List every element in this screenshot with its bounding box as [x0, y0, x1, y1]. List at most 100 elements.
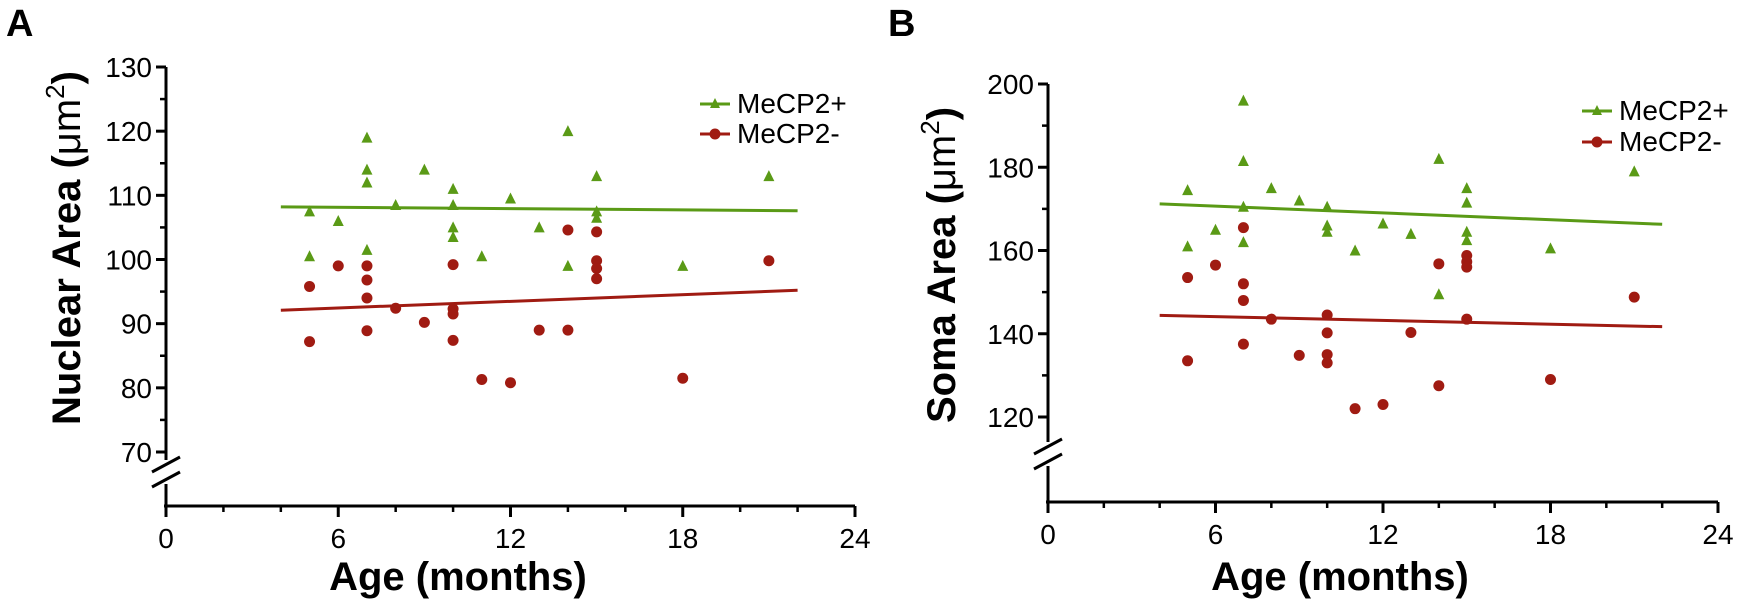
legend-triangle-marker [710, 98, 720, 108]
y-ticks: 70 80 90 100 110 120 130 [105, 52, 166, 468]
y-tick-label: 120 [105, 116, 152, 147]
data-point-triangle [332, 215, 344, 226]
fit-line [280, 205, 798, 213]
data-point-triangle [591, 205, 603, 217]
data-point-circle [1321, 349, 1333, 361]
data-point-triangle [763, 170, 775, 182]
legend-item-mecp2-plus: MeCP2+ [1582, 95, 1729, 126]
legend-circle-marker [1591, 136, 1603, 148]
legend-label: MeCP2- [737, 118, 840, 149]
data-point-circle [1182, 272, 1194, 284]
data-point-triangle [677, 259, 689, 271]
y-tick-label: 90 [121, 309, 152, 340]
data-point-circle [533, 324, 545, 336]
data-point-triangle [476, 250, 488, 262]
data-point-triangle [1237, 200, 1249, 212]
x-tick-label: 18 [1535, 519, 1566, 550]
data-point-circle [304, 336, 316, 348]
data-point-circle [361, 274, 373, 286]
data-point-triangle [418, 163, 430, 175]
data-point-circle [591, 226, 603, 238]
data-point-triangle [1210, 223, 1221, 235]
data-point-circle [1461, 313, 1473, 325]
data-point-triangle [1545, 242, 1556, 254]
data-point-triangle [1237, 236, 1249, 248]
data-point-circle [1377, 399, 1389, 411]
data-point-circle [591, 273, 603, 285]
panel-b: B Soma Area (μm2) Age (months) 120140160… [888, 3, 1734, 599]
data-point-triangle [1461, 182, 1473, 194]
data-point-circle [361, 292, 373, 304]
x-ticks: 0 6 12 18 24 [158, 506, 871, 554]
data-point-circle [1293, 349, 1305, 361]
y-tick-label: 120 [987, 402, 1034, 433]
data-point-triangle [1182, 240, 1194, 252]
y-tick-label: 70 [121, 437, 152, 468]
data-point-triangle [447, 198, 459, 210]
legend: MeCP2+ MeCP2- [1582, 95, 1729, 157]
data-point-circle [476, 373, 488, 385]
data-point-circle [304, 280, 316, 292]
data-point-triangle [304, 250, 316, 262]
legend-label: MeCP2- [1619, 126, 1722, 157]
x-ticks: 0 6 12 18 24 [1040, 502, 1734, 550]
data-point-triangle [1405, 227, 1417, 239]
data-point-circle [1321, 309, 1333, 321]
data-point-circle [1405, 327, 1417, 339]
data-point-circle [447, 334, 459, 346]
data-point-circle [1321, 327, 1333, 339]
axis-break-mark-1 [151, 455, 181, 474]
legend-circle-marker [709, 128, 721, 140]
data-point-circle [1237, 294, 1249, 306]
panel-label: B [888, 3, 915, 45]
data-point-circle [332, 260, 344, 272]
data-point-triangle [1433, 152, 1445, 164]
legend-item-mecp2-minus: MeCP2- [700, 118, 840, 149]
data-point-triangle [533, 221, 545, 233]
data-point-triangle [1321, 225, 1333, 237]
data-points [1182, 94, 1640, 415]
x-tick-label: 6 [330, 523, 346, 554]
data-point-triangle [1237, 94, 1249, 106]
data-point-circle [763, 255, 775, 267]
data-point-circle [447, 308, 459, 320]
y-tick-label: 200 [987, 69, 1034, 100]
data-point-triangle [447, 231, 459, 243]
data-point-triangle [1461, 196, 1473, 208]
data-points [304, 125, 775, 389]
data-point-triangle [447, 221, 459, 233]
y-axis-label: Nuclear Area (μm2) [40, 71, 89, 425]
data-point-circle [562, 324, 574, 336]
x-tick-label: 0 [1040, 519, 1056, 550]
data-point-circle [1210, 259, 1221, 271]
data-point-triangle [1628, 165, 1640, 177]
data-point-circle [1545, 374, 1556, 386]
data-point-circle [1461, 261, 1473, 273]
x-axis-label: Age (months) [329, 555, 587, 599]
y-tick-label: 110 [107, 180, 152, 211]
axis-break-mark-2 [151, 470, 181, 489]
legend: MeCP2+ MeCP2- [700, 88, 847, 149]
data-point-triangle [1461, 225, 1473, 237]
data-point-triangle [1377, 217, 1389, 229]
data-point-circle [390, 302, 402, 314]
data-point-circle [1321, 357, 1333, 369]
legend-label: MeCP2+ [737, 88, 847, 119]
data-point-triangle [591, 170, 603, 182]
data-point-circle [1628, 291, 1640, 303]
data-point-triangle [1433, 288, 1445, 300]
x-tick-label: 0 [158, 523, 174, 554]
x-tick-label: 24 [839, 523, 870, 554]
data-point-triangle [1321, 219, 1333, 231]
data-point-triangle [361, 131, 373, 143]
fit-lines [1159, 202, 1663, 329]
fit-lines [280, 205, 798, 312]
data-point-triangle [562, 259, 574, 271]
y-ticks: 120 140 160 180 200 [987, 69, 1048, 433]
legend-triangle-marker [1592, 105, 1602, 115]
data-point-triangle [1349, 244, 1361, 256]
axis-break-mark-1 [1033, 437, 1063, 456]
legend-item-mecp2-plus: MeCP2+ [700, 88, 847, 119]
data-point-triangle [304, 205, 316, 217]
